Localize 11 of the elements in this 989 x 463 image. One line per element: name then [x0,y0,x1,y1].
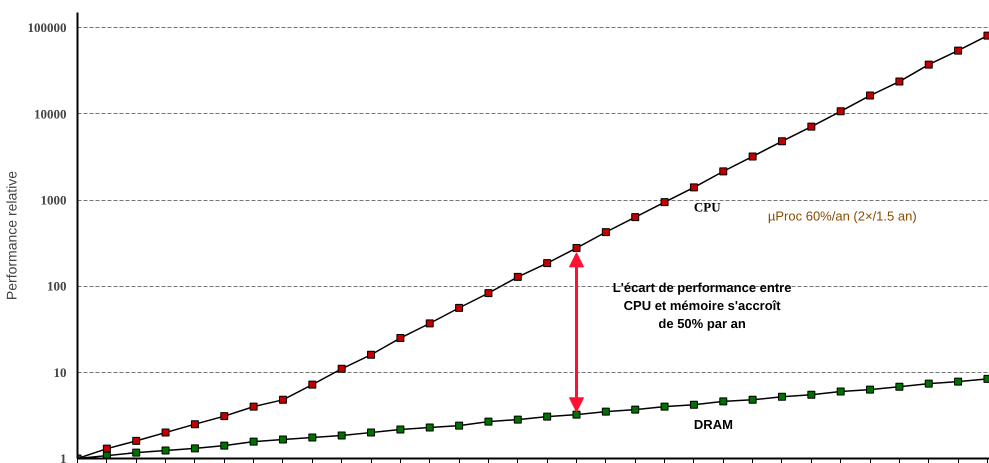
annotation: L'écart de performance entre CPU et mémoire s'accroît de 50% par an [612,280,792,332]
y-tick-label: 10 [54,364,66,380]
y-tick-label: 1000 [40,192,66,208]
y-tick-label: 10000 [34,106,66,122]
y-axis-title: Performance relative [4,170,20,300]
annotation: µProc 60%/an (2×/1.5 an) [768,208,917,224]
series-label: CPU [694,199,722,214]
y-tick-label: 100 [47,278,66,294]
y-tick-label: 100000 [28,20,66,36]
series-label: DRAM [694,416,733,432]
y-tick-label: 1 [60,451,66,463]
